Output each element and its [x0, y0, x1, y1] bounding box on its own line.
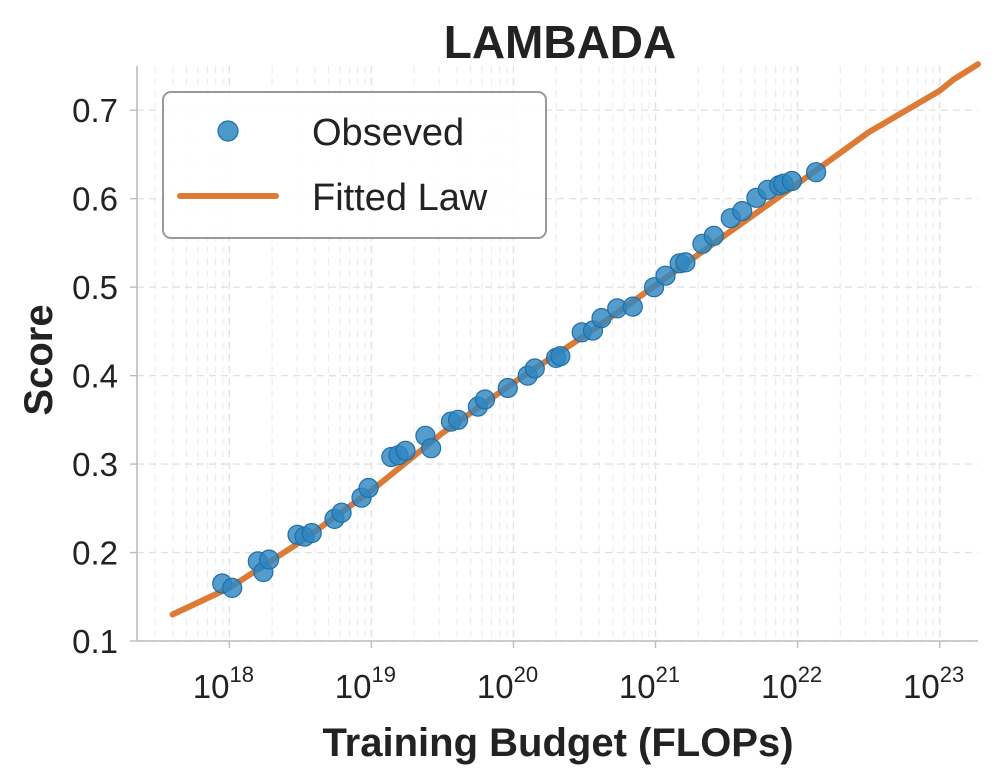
x-axis-label: Training Budget (FLOPs) — [322, 721, 793, 765]
legend-box — [162, 91, 547, 239]
grid — [137, 66, 978, 642]
observed-point — [622, 296, 643, 317]
observed-point — [331, 502, 352, 523]
y-tick-label: 0.2 — [72, 535, 118, 572]
legend: Obseved Fitted Law — [162, 91, 547, 239]
observed-point — [805, 162, 827, 183]
axes-spines — [136, 66, 978, 642]
observed-series — [212, 162, 827, 599]
legend-fitted-label: Fitted Law — [312, 177, 488, 219]
observed-point — [301, 522, 322, 544]
x-tick-label: 1018 — [193, 662, 254, 705]
y-tick-label: 0.7 — [72, 92, 118, 129]
observed-point — [448, 409, 469, 430]
observed-point — [655, 265, 676, 286]
y-tick-label: 0.4 — [72, 358, 118, 395]
observed-point — [524, 358, 545, 379]
x-tick-label: 1019 — [335, 662, 396, 705]
observed-point — [781, 170, 803, 192]
observed-point — [550, 346, 571, 367]
y-tick-label: 0.6 — [72, 181, 118, 218]
observed-point — [732, 201, 753, 222]
x-tick-label: 1022 — [761, 662, 822, 705]
y-tick-label: 0.1 — [72, 623, 118, 660]
observed-point — [358, 477, 379, 499]
legend-observed-label: Obseved — [312, 112, 464, 154]
observed-point — [591, 308, 612, 329]
observed-point — [259, 549, 280, 570]
legend-observed-marker — [217, 120, 239, 142]
observed-point — [474, 389, 496, 410]
observed-point — [421, 438, 442, 459]
x-tick-label: 1023 — [903, 662, 964, 705]
y-tick-labels: 0.1 0.2 0.3 0.4 0.5 0.6 0.7 — [72, 92, 137, 660]
x-tick-label: 1021 — [619, 662, 680, 705]
chart-title: LAMBADA — [444, 16, 677, 68]
y-tick-label: 0.3 — [72, 446, 118, 483]
observed-point — [395, 440, 416, 461]
observed-point — [703, 225, 724, 246]
x-tick-labels: 1018 1019 1020 1021 1022 1023 — [193, 641, 964, 705]
observed-point — [497, 377, 518, 399]
x-tick-label: 1020 — [477, 662, 538, 705]
observed-point — [222, 577, 243, 599]
y-tick-label: 0.5 — [72, 269, 118, 306]
y-axis-label: Score — [17, 304, 61, 415]
observed-point — [675, 252, 696, 273]
